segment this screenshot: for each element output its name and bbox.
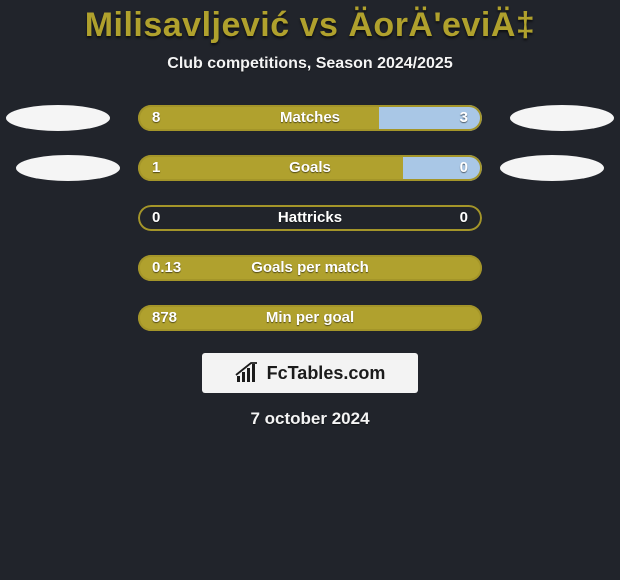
stat-bar: Goals1 0	[138, 155, 482, 181]
comparison-row: Min per goal878	[0, 305, 620, 331]
right-value: 0	[460, 155, 468, 181]
left-value: 0.13	[152, 255, 181, 281]
left-value: 1	[152, 155, 160, 181]
comparison-row: Goals per match0.13	[0, 255, 620, 281]
right-ellipse	[510, 105, 614, 131]
source-logo: FcTables.com	[202, 353, 418, 393]
right-value: 3	[460, 105, 468, 131]
stat-label: Goals per match	[138, 255, 482, 281]
right-value: 0	[460, 205, 468, 231]
comparison-row: Goals1 0	[0, 155, 620, 181]
stat-bar: Hattricks0 0	[138, 205, 482, 231]
comparison-rows: Matches83Goals10Hattricks00Goals per mat…	[0, 105, 620, 331]
right-ellipse	[500, 155, 604, 181]
logo-text: FcTables.com	[267, 363, 386, 384]
stat-label: Matches	[138, 105, 482, 131]
date-text: 7 october 2024	[0, 409, 620, 429]
stat-label: Hattricks	[138, 205, 482, 231]
subtitle: Club competitions, Season 2024/2025	[0, 55, 620, 73]
left-value: 0	[152, 205, 160, 231]
left-value: 8	[152, 105, 160, 131]
left-ellipse	[6, 105, 110, 131]
stat-bar: Goals per match0.13	[138, 255, 482, 281]
bar-chart-icon	[235, 362, 261, 384]
left-value: 878	[152, 305, 177, 331]
stat-bar: Matches8 3	[138, 105, 482, 131]
page-title: Milisavljević vs ÄorÄ'eviÄ‡	[0, 6, 620, 45]
stat-label: Min per goal	[138, 305, 482, 331]
comparison-row: Matches8 3	[0, 105, 620, 131]
comparison-row: Hattricks0 0	[0, 205, 620, 231]
stat-bar: Min per goal878	[138, 305, 482, 331]
infographic-container: Milisavljević vs ÄorÄ'eviÄ‡ Club competi…	[0, 0, 620, 580]
left-ellipse	[16, 155, 120, 181]
stat-label: Goals	[138, 155, 482, 181]
